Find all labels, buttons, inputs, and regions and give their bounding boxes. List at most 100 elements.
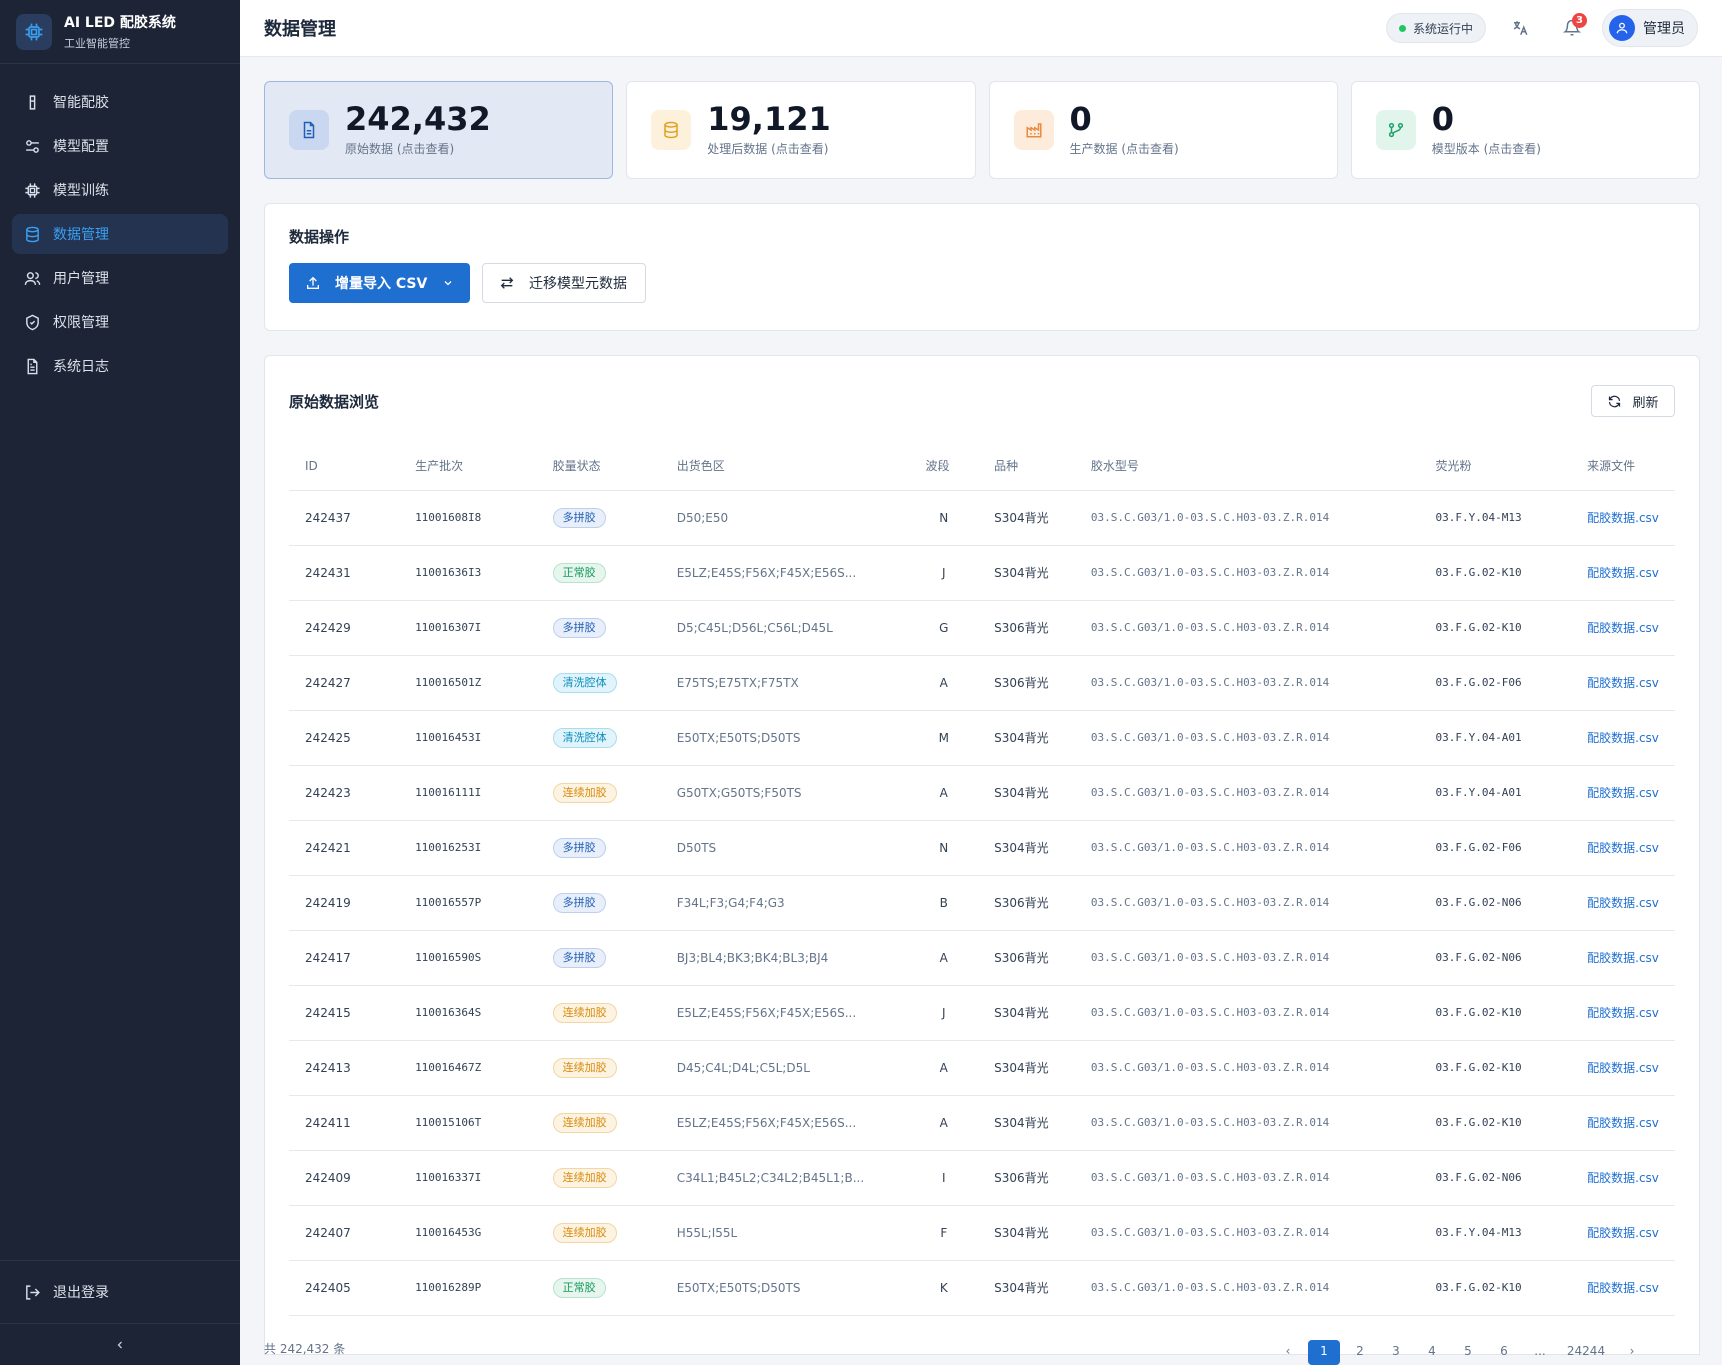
language-button[interactable] (1502, 10, 1538, 46)
cell-source-file[interactable]: 配胶数据.csv (1571, 490, 1675, 546)
cell-color-zone: D45;C4L;D4L;C5L;D5L (660, 1040, 910, 1096)
cell-glue-status: 多拼胶 (536, 820, 661, 876)
cell-band: B (909, 875, 979, 931)
git-branch-icon (1375, 110, 1416, 150)
table-row[interactable]: 242437 11001608I8 多拼胶 D50;E50 N S304背光 03.S.C.… (289, 490, 1675, 546)
table-header-row: ID 生产批次 胶量状态 出货色区 波段 品种 胶水型号 荧光粉 来源文件 (289, 442, 1675, 491)
page-button[interactable]: 5 (1464, 1344, 1472, 1358)
table-row[interactable]: 242405 110016289P 正常胶 E50TX;E50TS;D50TS K S30… (289, 1260, 1675, 1316)
page-button[interactable]: 2 (1356, 1344, 1364, 1358)
sidebar-item-smart-dispensing[interactable]: 智能配胶 (12, 82, 228, 122)
cell-glue-status: 连续加胶 (536, 985, 661, 1041)
sidebar-item-user-management[interactable]: 用户管理 (12, 258, 228, 298)
cell-glue-status: 连续加胶 (536, 1095, 661, 1151)
table-row[interactable]: 242431 11001636I3 正常胶 E5LZ;E45S;F56X;F45X;E… (289, 545, 1675, 601)
table-row[interactable]: 242417 110016590S 多拼胶 BJ3;BL4;BK3;BK4;BL3;B… (289, 930, 1675, 986)
table-row[interactable]: 242411 110015106T 连续加胶 E5LZ;E45S;F56X;F45X;… (289, 1095, 1675, 1151)
stat-label: 模型版本 (点击查看) (1431, 142, 1541, 157)
cell-band: N (909, 490, 979, 546)
cell-id: 242413 (289, 1040, 400, 1096)
cell-source-file[interactable]: 配胶数据.csv (1571, 655, 1675, 711)
cell-id: 242437 (289, 490, 400, 546)
notifications-button[interactable]: 3 (1554, 10, 1590, 46)
stat-value: 242,432 (345, 99, 491, 138)
logout-label: 退出登录 (53, 1285, 109, 1301)
logout-icon (26, 1284, 40, 1300)
table-row[interactable]: 242423 110016111I 连续加胶 G50TX;G50TS;F50TS A S3… (289, 765, 1675, 821)
table-row[interactable]: 242407 110016453G 连续加胶 H55L;I55L F S304背光 03.S… (289, 1205, 1675, 1261)
cell-source-file[interactable]: 配胶数据.csv (1571, 820, 1675, 876)
import-csv-button[interactable]: 增量导入 CSV (289, 263, 470, 303)
cell-source-file[interactable]: 配胶数据.csv (1571, 985, 1675, 1041)
page-button[interactable]: 1 (1308, 1340, 1340, 1365)
stat-value: 19,121 (707, 99, 831, 138)
page-button[interactable]: 4 (1428, 1344, 1436, 1358)
cell-batch: 110016337I (399, 1150, 537, 1206)
sidebar-item-model-config[interactable]: 模型配置 (12, 126, 228, 166)
cell-variety: S304背光 (978, 490, 1075, 546)
cell-glue-model: 03.S.C.G03/1.0-03.S.C.H03-03.Z.R.014 (1074, 655, 1420, 711)
page-button[interactable]: 3 (1392, 1344, 1400, 1358)
table-row[interactable]: 242415 110016364S 连续加胶 E5LZ;E45S;F56X;F45X;… (289, 985, 1675, 1041)
cell-glue-status: 清洗腔体 (536, 655, 661, 711)
cell-source-file[interactable]: 配胶数据.csv (1571, 1150, 1675, 1206)
prev-page-button[interactable]: ‹ (1285, 1344, 1291, 1358)
cell-phosphor: 03.F.G.02-K10 (1419, 600, 1572, 656)
top-header: 数据管理 系统运行中 3 管理员 (240, 0, 1722, 57)
collapse-sidebar-button[interactable] (0, 1323, 240, 1365)
cell-glue-model: 03.S.C.G03/1.0-03.S.C.H03-03.Z.R.014 (1074, 1260, 1420, 1316)
logout-button[interactable]: 退出登录 (0, 1261, 240, 1323)
table-row[interactable]: 242419 110016557P 多拼胶 F34L;F3;G4;F4;G3 B S306… (289, 875, 1675, 931)
system-status-text: 系统运行中 (1412, 21, 1473, 36)
stat-card-production-data[interactable]: 0 生产数据 (点击查看) (988, 81, 1338, 179)
next-page-button[interactable]: › (1629, 1344, 1635, 1358)
sidebar-item-permission-management[interactable]: 权限管理 (12, 302, 228, 342)
stats-row: 242,432 原始数据 (点击查看) 19,121 处理后数据 (点击查看) … (264, 81, 1700, 179)
page-button[interactable]: 24244 (1566, 1344, 1606, 1358)
stat-card-raw-data[interactable]: 242,432 原始数据 (点击查看) (264, 81, 614, 179)
cell-source-file[interactable]: 配胶数据.csv (1571, 710, 1675, 766)
stat-card-model-versions[interactable]: 0 模型版本 (点击查看) (1350, 81, 1700, 179)
sidebar-item-data-management[interactable]: 数据管理 (12, 214, 228, 254)
table-row[interactable]: 242427 110016501Z 清洗腔体 E75TS;E75TX;F75TX A S3… (289, 655, 1675, 711)
cell-source-file[interactable]: 配胶数据.csv (1571, 875, 1675, 931)
table-row[interactable]: 242425 110016453I 清洗腔体 E50TX;E50TS;D50TS M S3… (289, 710, 1675, 766)
cell-id: 242415 (289, 985, 400, 1041)
sidebar-item-system-logs[interactable]: 系统日志 (12, 346, 228, 386)
page-button[interactable]: 6 (1500, 1344, 1508, 1358)
cell-glue-model: 03.S.C.G03/1.0-03.S.C.H03-03.Z.R.014 (1074, 765, 1420, 821)
table-row[interactable]: 242429 110016307I 多拼胶 D5;C45L;D56L;C56L;D45… (289, 600, 1675, 656)
table-row[interactable]: 242409 110016337I 连续加胶 C34L1;B45L2;C34L2;B4… (289, 1150, 1675, 1206)
cell-source-file[interactable]: 配胶数据.csv (1571, 765, 1675, 821)
cell-band: J (909, 545, 979, 601)
user-menu-button[interactable]: 管理员 (1602, 9, 1698, 47)
sidebar-item-model-training[interactable]: 模型训练 (12, 170, 228, 210)
pagination: 共 242,432 条 ‹ 1 2 3 4 5 6... 24244 › (264, 1340, 1650, 1365)
cell-source-file[interactable]: 配胶数据.csv (1571, 1040, 1675, 1096)
cell-id: 242411 (289, 1095, 400, 1151)
cell-source-file[interactable]: 配胶数据.csv (1571, 1260, 1675, 1316)
cell-variety: S306背光 (978, 930, 1075, 986)
table-row[interactable]: 242421 110016253I 多拼胶 D50TS N S304背光 03.S.C.G0… (289, 820, 1675, 876)
cell-id: 242407 (289, 1205, 400, 1261)
status-badge: 连续加胶 (552, 1167, 617, 1188)
cell-source-file[interactable]: 配胶数据.csv (1571, 1205, 1675, 1261)
cell-id: 242429 (289, 600, 400, 656)
migrate-metadata-button[interactable]: 迁移模型元数据 (482, 263, 646, 303)
document-icon (289, 110, 329, 150)
cell-source-file[interactable]: 配胶数据.csv (1571, 930, 1675, 986)
stat-card-processed-data[interactable]: 19,121 处理后数据 (点击查看) (626, 81, 976, 179)
cell-variety: S306背光 (978, 1150, 1075, 1206)
cell-batch: 110016590S (399, 930, 537, 986)
table-row[interactable]: 242413 110016467Z 连续加胶 D45;C4L;D4L;C5L;D5L A… (289, 1040, 1675, 1096)
cell-source-file[interactable]: 配胶数据.csv (1571, 600, 1675, 656)
status-badge: 多拼胶 (552, 947, 606, 968)
status-badge: 多拼胶 (552, 837, 606, 858)
refresh-button[interactable]: 刷新 (1591, 385, 1675, 417)
chevron-down-icon (444, 281, 452, 286)
cell-source-file[interactable]: 配胶数据.csv (1571, 1095, 1675, 1151)
chip-logo-icon (16, 13, 52, 50)
cell-glue-model: 03.S.C.G03/1.0-03.S.C.H03-03.Z.R.014 (1074, 820, 1420, 876)
cell-source-file[interactable]: 配胶数据.csv (1571, 545, 1675, 601)
users-icon (24, 271, 41, 285)
